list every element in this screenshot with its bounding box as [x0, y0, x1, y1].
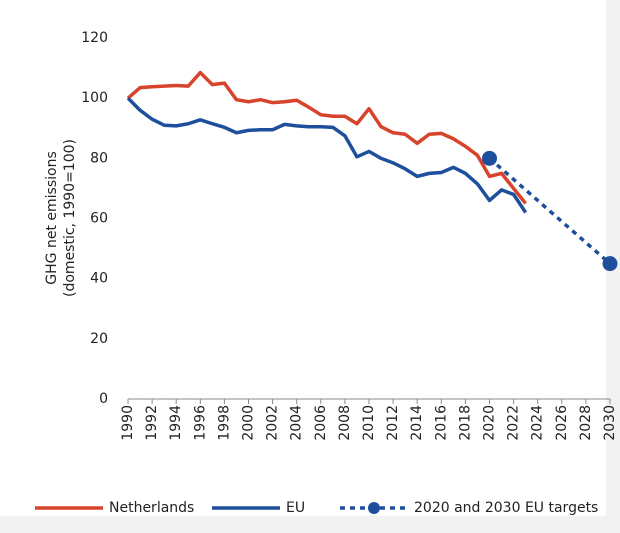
y-tick-label: 120: [81, 30, 108, 46]
x-tick-label: 1992: [144, 405, 160, 441]
x-tick-label: 2004: [289, 405, 305, 441]
y-tick-label: 80: [90, 150, 108, 166]
legend-label: 2020 and 2030 EU targets: [414, 500, 598, 516]
chart-background: [0, 0, 606, 516]
x-tick-label: 2012: [385, 405, 401, 441]
y-axis-label: (domestic, 1990=100): [62, 139, 78, 297]
legend-label: Netherlands: [109, 500, 194, 516]
legend-label: EU: [286, 500, 305, 516]
x-tick-label: 2022: [506, 405, 522, 441]
y-tick-label: 40: [90, 271, 108, 287]
y-tick-label: 100: [81, 90, 108, 106]
target-point: [602, 256, 618, 272]
x-tick-label: 2008: [337, 405, 353, 441]
line: [126, 70, 528, 205]
x-tick-label: 2016: [433, 405, 449, 441]
line: [488, 157, 612, 265]
x-tick-label: 1990: [120, 405, 136, 441]
x-tick-label: 1998: [216, 405, 232, 441]
target-point: [482, 150, 497, 166]
x-tick-label: 1996: [192, 405, 208, 441]
x-tick-label: 2026: [554, 405, 570, 441]
x-tick-label: 2028: [578, 405, 594, 441]
x-tick-label: 2000: [241, 405, 257, 441]
y-tick-label: 20: [90, 331, 108, 347]
x-tick-label: 2014: [409, 405, 425, 441]
x-tick-label: 2010: [361, 405, 377, 441]
line: [126, 96, 528, 214]
x-tick-label: 1994: [168, 405, 184, 441]
x-tick-label: 2018: [457, 405, 473, 441]
x-tick-label: 2030: [602, 405, 618, 441]
y-tick-label: 60: [90, 211, 108, 227]
x-tick-label: 2024: [530, 405, 546, 441]
y-tick-label: 0: [99, 391, 108, 407]
x-tick-label: 2002: [265, 405, 281, 441]
x-tick-label: 2006: [313, 405, 329, 441]
y-axis-label: GHG net emissions: [44, 151, 60, 284]
legend-marker: [368, 502, 380, 514]
x-tick-label: 2020: [482, 405, 498, 441]
